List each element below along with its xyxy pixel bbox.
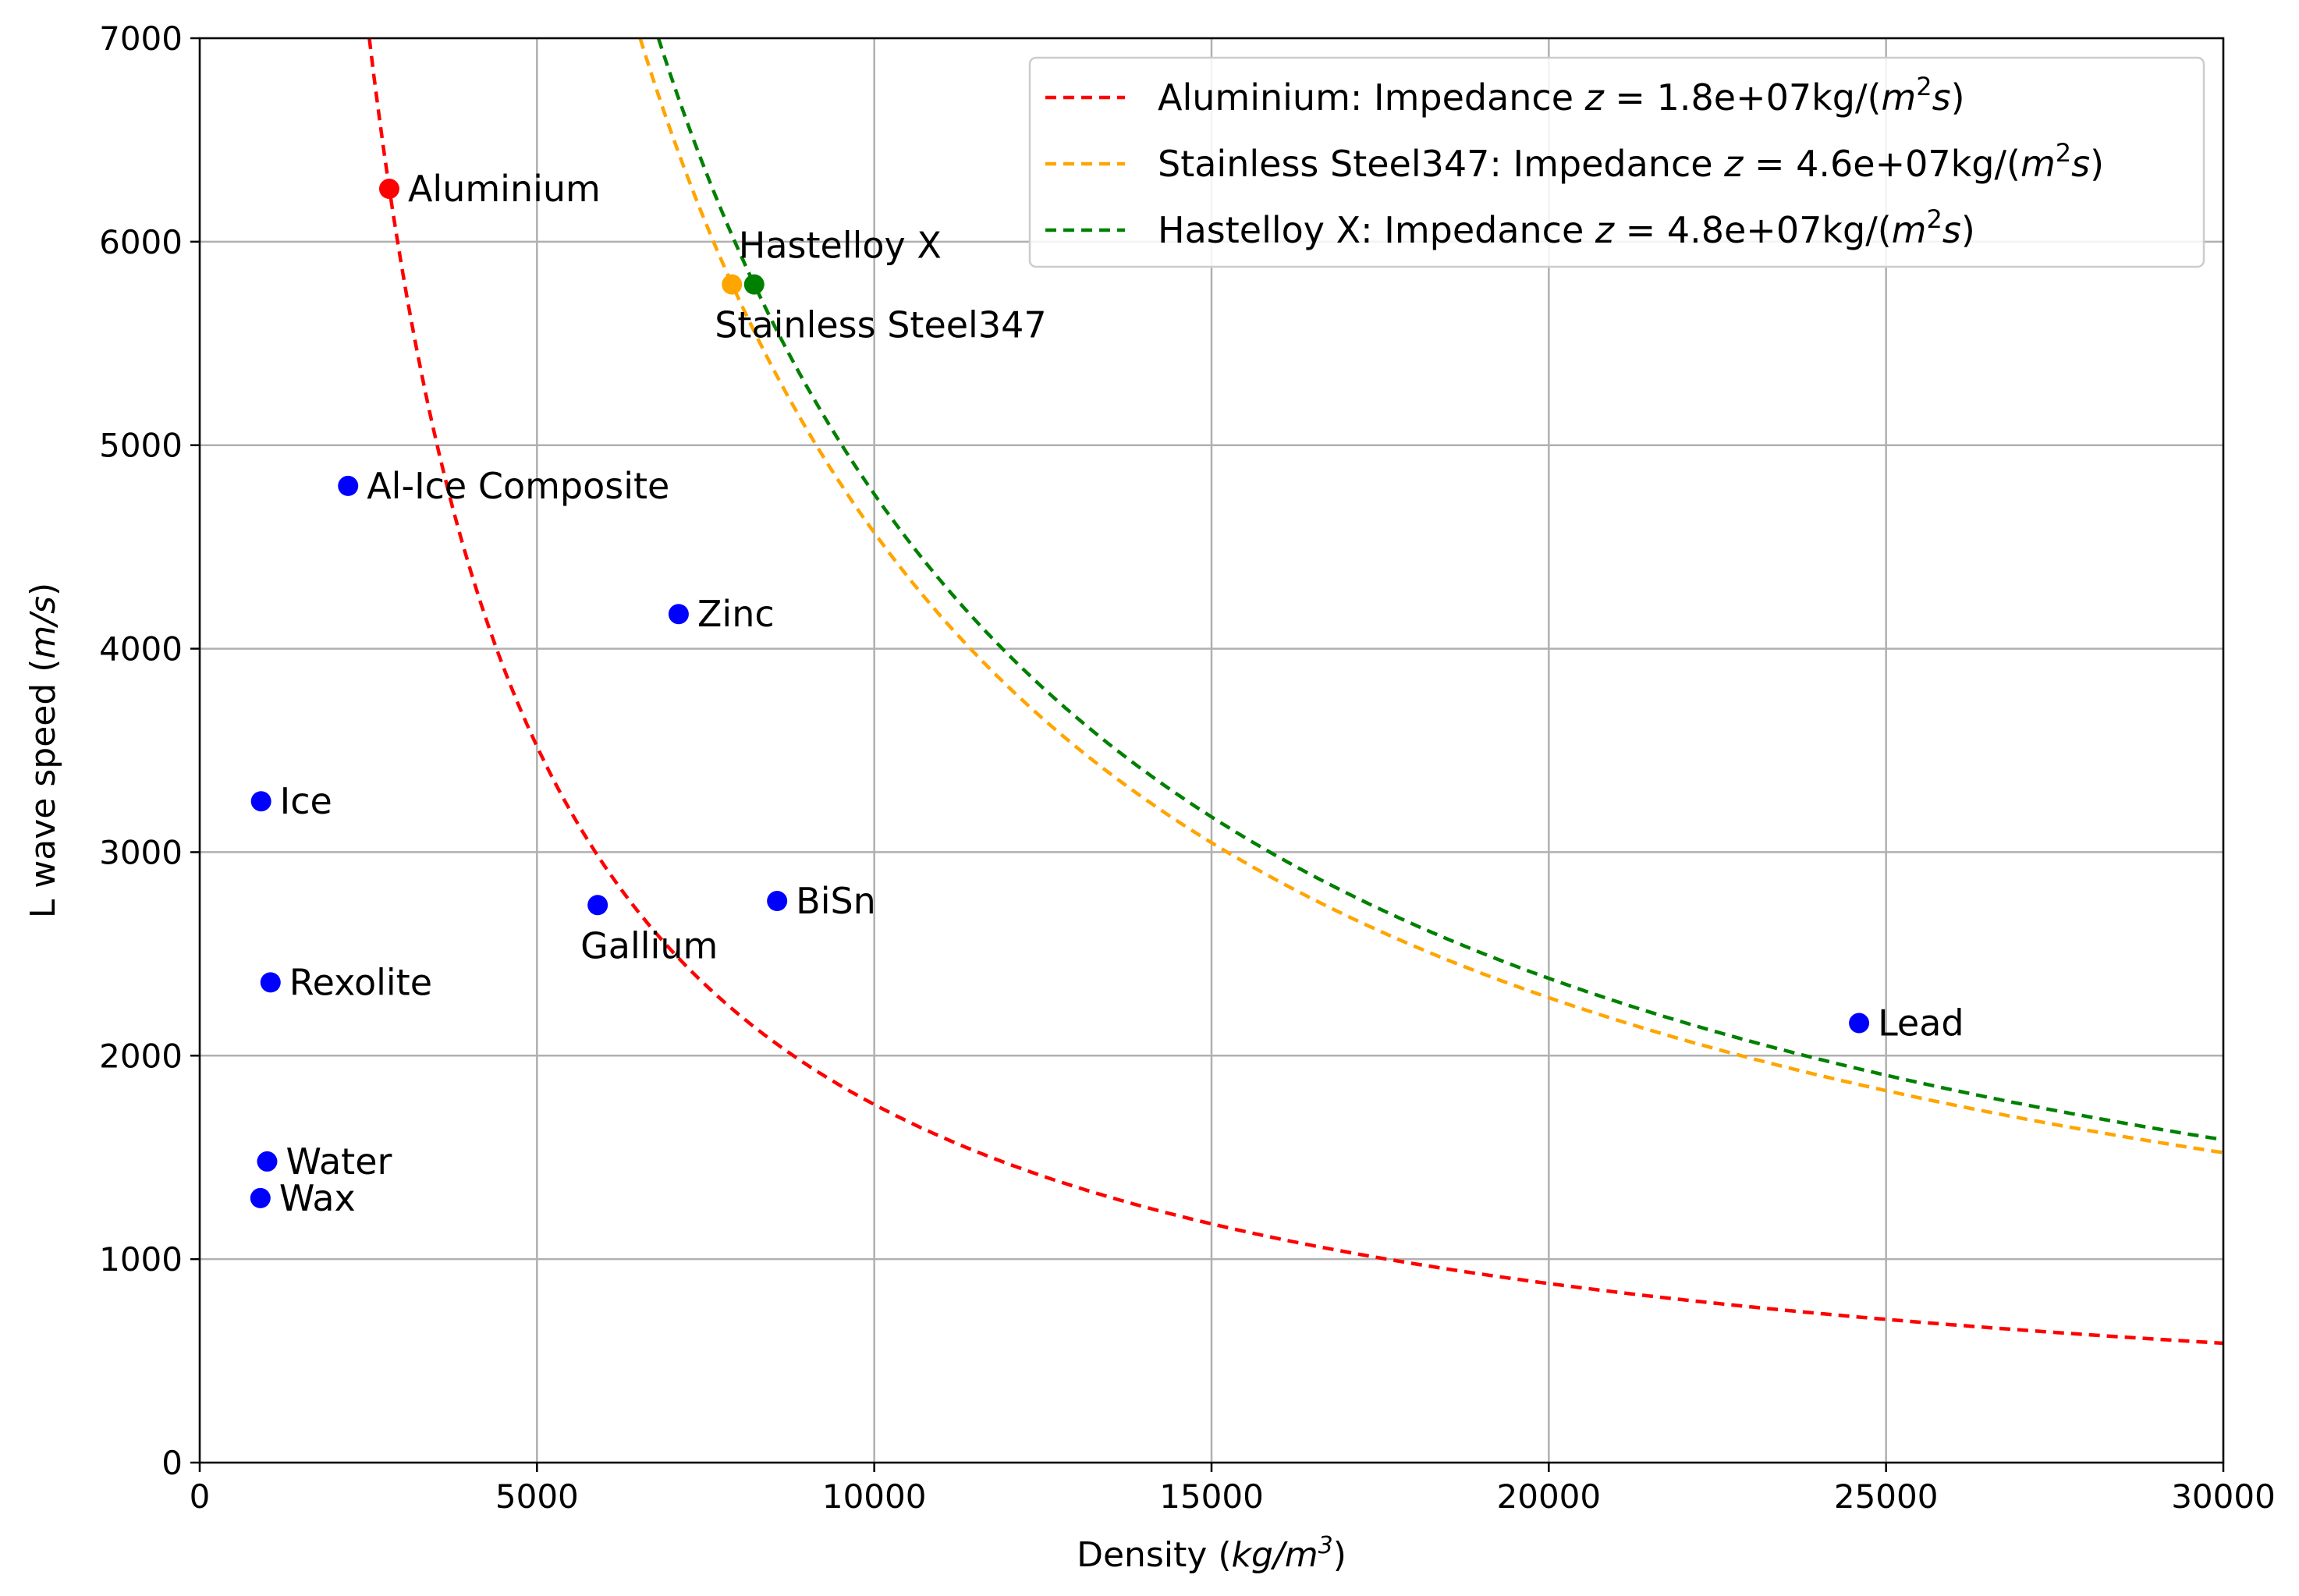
- x-axis: 0 5000 10000 15000 20000 25000 30000: [190, 1463, 2276, 1516]
- data-point: [250, 1187, 271, 1208]
- point-label: Wax: [279, 1177, 356, 1219]
- data-point: [722, 274, 743, 295]
- point-label: Zinc: [697, 593, 775, 635]
- data-point: [257, 1151, 278, 1172]
- y-tick-label: 6000: [99, 223, 183, 261]
- point-label: Rexolite: [289, 961, 432, 1003]
- x-axis-label: Density (kg/m3): [1077, 1532, 1346, 1576]
- data-point: [338, 475, 359, 496]
- data-points: [250, 179, 1870, 1208]
- data-point: [260, 972, 281, 993]
- y-tick-label: 3000: [99, 833, 183, 871]
- point-label: Gallium: [580, 924, 718, 966]
- data-point: [668, 604, 689, 625]
- data-point: [767, 891, 788, 912]
- data-point: [378, 179, 399, 200]
- legend-entry: Hastelloy X: Impedance z = 4.8e+07kg/(m2…: [1158, 204, 1975, 251]
- y-tick-label: 0: [161, 1444, 183, 1482]
- point-label: Water: [286, 1140, 392, 1183]
- point-label: Aluminium: [408, 168, 601, 210]
- y-tick-label: 4000: [99, 630, 183, 669]
- point-label: Lead: [1878, 1002, 1964, 1044]
- legend-entry: Aluminium: Impedance z = 1.8e+07kg/(m2s): [1158, 72, 1965, 119]
- impedance-curves: [367, 38, 2223, 1346]
- y-tick-label: 5000: [99, 427, 183, 465]
- point-labels: Aluminium Stainless Steel347 Hastelloy X Al…: [279, 168, 1964, 1219]
- point-label: BiSn: [796, 880, 876, 922]
- legend: Aluminium: Impedance z = 1.8e+07kg/(m2s)…: [1028, 56, 2205, 268]
- data-point: [1849, 1013, 1870, 1034]
- impedance-curve: [656, 38, 2223, 1142]
- y-axis: 0 1000 2000 3000 4000 5000 6000 7000: [99, 20, 200, 1482]
- y-axis-label: L wave speed (m/s): [23, 583, 63, 918]
- data-point: [743, 274, 765, 295]
- x-tick-label: 25000: [1834, 1477, 1939, 1516]
- x-tick-label: 0: [190, 1477, 211, 1516]
- legend-entry: Stainless Steel347: Impedance z = 4.6e+0…: [1158, 138, 2104, 185]
- point-label: Hastelloy X: [739, 225, 942, 267]
- x-tick-label: 5000: [495, 1477, 579, 1516]
- x-tick-label: 30000: [2171, 1477, 2276, 1516]
- y-tick-label: 2000: [99, 1037, 183, 1075]
- data-point: [250, 791, 271, 812]
- x-tick-label: 10000: [822, 1477, 927, 1516]
- point-label: Ice: [280, 780, 332, 822]
- point-label: Al-Ice Composite: [367, 465, 669, 507]
- y-tick-label: 1000: [99, 1240, 183, 1279]
- impedance-curve: [638, 38, 2223, 1154]
- y-tick-label: 7000: [99, 20, 183, 58]
- legend-box: [1028, 56, 2205, 268]
- x-tick-label: 20000: [1497, 1477, 1602, 1516]
- impedance-curve: [367, 38, 2223, 1346]
- data-point: [587, 895, 608, 916]
- x-tick-label: 15000: [1159, 1477, 1264, 1516]
- point-label: Stainless Steel347: [715, 304, 1046, 346]
